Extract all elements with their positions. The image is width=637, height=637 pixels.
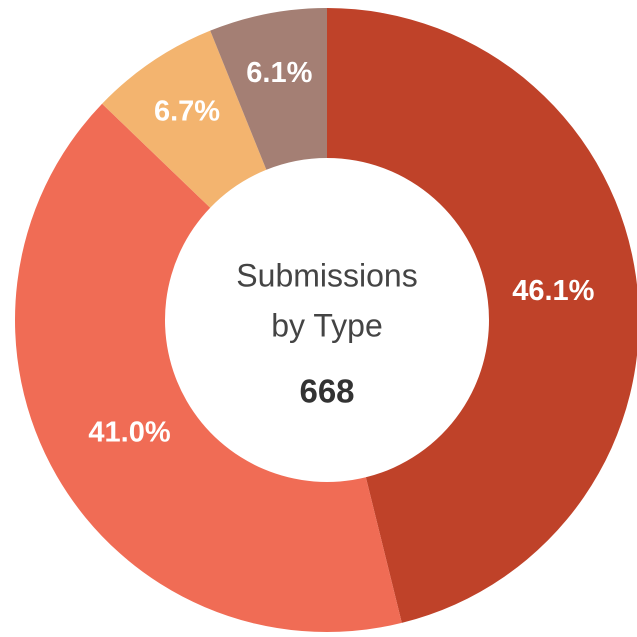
value-label: 6.7% <box>154 96 220 128</box>
value-label: 41.0% <box>88 417 170 449</box>
value-label: 6.1% <box>246 57 312 89</box>
slices <box>14 8 637 633</box>
slice <box>102 30 267 208</box>
chart-title-line: Submissions <box>236 257 417 293</box>
slice <box>327 8 637 623</box>
value-label: 46.1% <box>512 275 594 307</box>
slice <box>14 103 402 633</box>
chart-title-line: by Type <box>271 307 382 343</box>
slice <box>210 8 327 170</box>
total: 668 <box>299 373 354 410</box>
